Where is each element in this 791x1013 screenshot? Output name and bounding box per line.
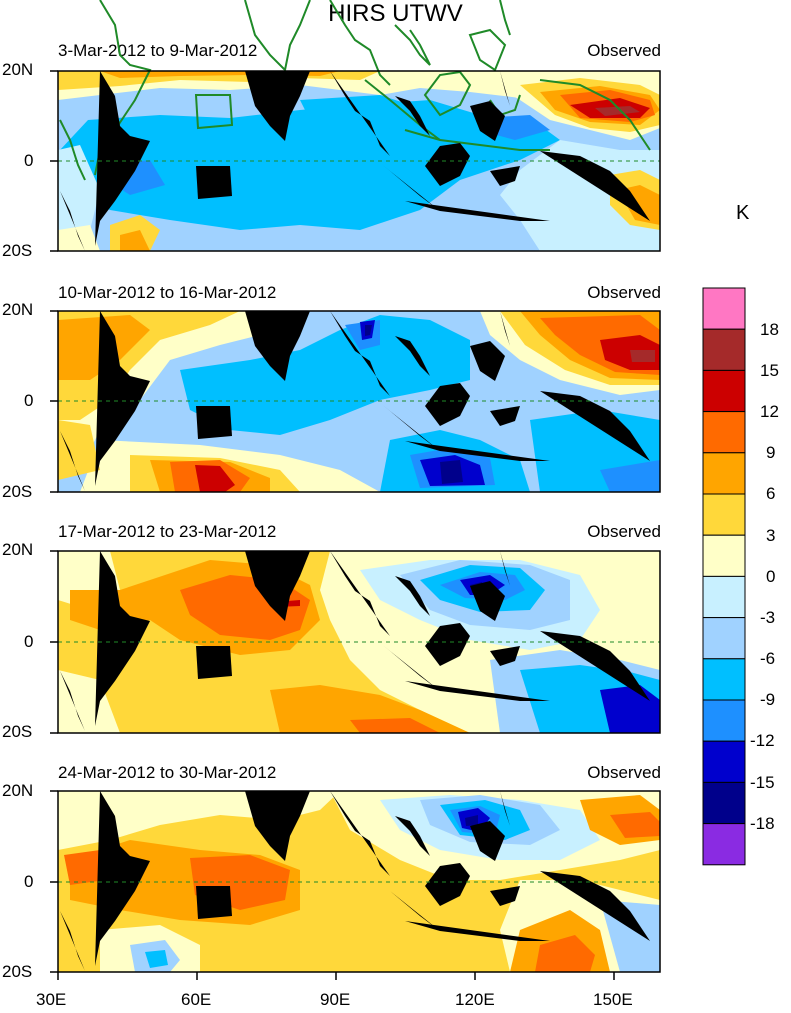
panel-2-label: Observed	[587, 283, 661, 302]
lat-label-20s: 20S	[2, 722, 33, 741]
colorbar	[702, 287, 746, 866]
colorbar-swatch	[702, 411, 746, 454]
colorbar-label: 9	[766, 443, 776, 462]
lat-label-20n: 20N	[2, 540, 34, 559]
colorbar-swatch	[702, 493, 746, 536]
coastlines	[59, 0, 651, 181]
panel-4-date: 24-Mar-2012 to 30-Mar-2012	[58, 763, 277, 782]
panel-1-date: 3-Mar-2012 to 9-Mar-2012	[58, 41, 258, 60]
colorbar-swatch	[702, 781, 746, 825]
colorbar-label: -3	[760, 608, 776, 627]
colorbar-label: -9	[760, 690, 776, 709]
lon-label-150e: 150E	[593, 990, 633, 1009]
lat-label-20s: 20S	[2, 962, 33, 981]
colorbar-swatch	[702, 452, 746, 495]
lat-label-20s: 20S	[2, 241, 33, 260]
colorbar-swatch	[702, 575, 746, 619]
lat-label-0: 0	[24, 391, 34, 410]
lon-label-90e: 90E	[320, 990, 351, 1009]
lat-label-0: 0	[24, 151, 34, 170]
panel-4-label: Observed	[587, 763, 661, 782]
colorbar-label: 18	[760, 320, 779, 339]
lat-label-0: 0	[24, 632, 34, 651]
colorbar-label: 15	[760, 361, 779, 380]
tick-marks	[50, 70, 615, 980]
panel-4-map	[58, 791, 660, 972]
lat-label-20n: 20N	[2, 60, 34, 79]
colorbar-swatch	[702, 287, 746, 330]
chart-title: HIRS UTWV	[328, 0, 463, 27]
lon-label-120e: 120E	[455, 990, 495, 1009]
lat-label-0: 0	[24, 872, 34, 891]
lat-label-20n: 20N	[2, 300, 34, 319]
colorbar-swatch	[702, 617, 746, 660]
colorbar-swatch	[702, 369, 746, 413]
colorbar-swatch	[702, 699, 746, 742]
colorbar-label: 0	[766, 567, 776, 586]
lat-label-20s: 20S	[2, 482, 33, 501]
colorbar-label: 3	[766, 526, 776, 545]
panel-3-date: 17-Mar-2012 to 23-Mar-2012	[58, 522, 277, 541]
colorbar-label: 6	[766, 484, 776, 503]
unit-label: K	[736, 202, 750, 224]
lat-label-20n: 20N	[2, 781, 34, 800]
colorbar-swatch	[702, 328, 746, 371]
panel-1-label: Observed	[587, 41, 661, 60]
equator-lines	[58, 160, 660, 883]
lon-label-60e: 60E	[181, 990, 212, 1009]
colorbar-swatch	[702, 823, 746, 866]
colorbar-label: -18	[750, 814, 775, 833]
panel-3-label: Observed	[587, 522, 661, 541]
colorbar-swatch	[702, 740, 746, 783]
colorbar-label: -15	[750, 773, 775, 792]
panel-2-date: 10-Mar-2012 to 16-Mar-2012	[58, 283, 277, 302]
colorbar-label: -6	[760, 649, 776, 668]
lon-label-30e: 30E	[36, 990, 67, 1009]
colorbar-swatch	[702, 658, 746, 701]
colorbar-label: -12	[750, 731, 775, 750]
colorbar-swatch	[702, 534, 746, 577]
colorbar-label: 12	[760, 402, 779, 421]
